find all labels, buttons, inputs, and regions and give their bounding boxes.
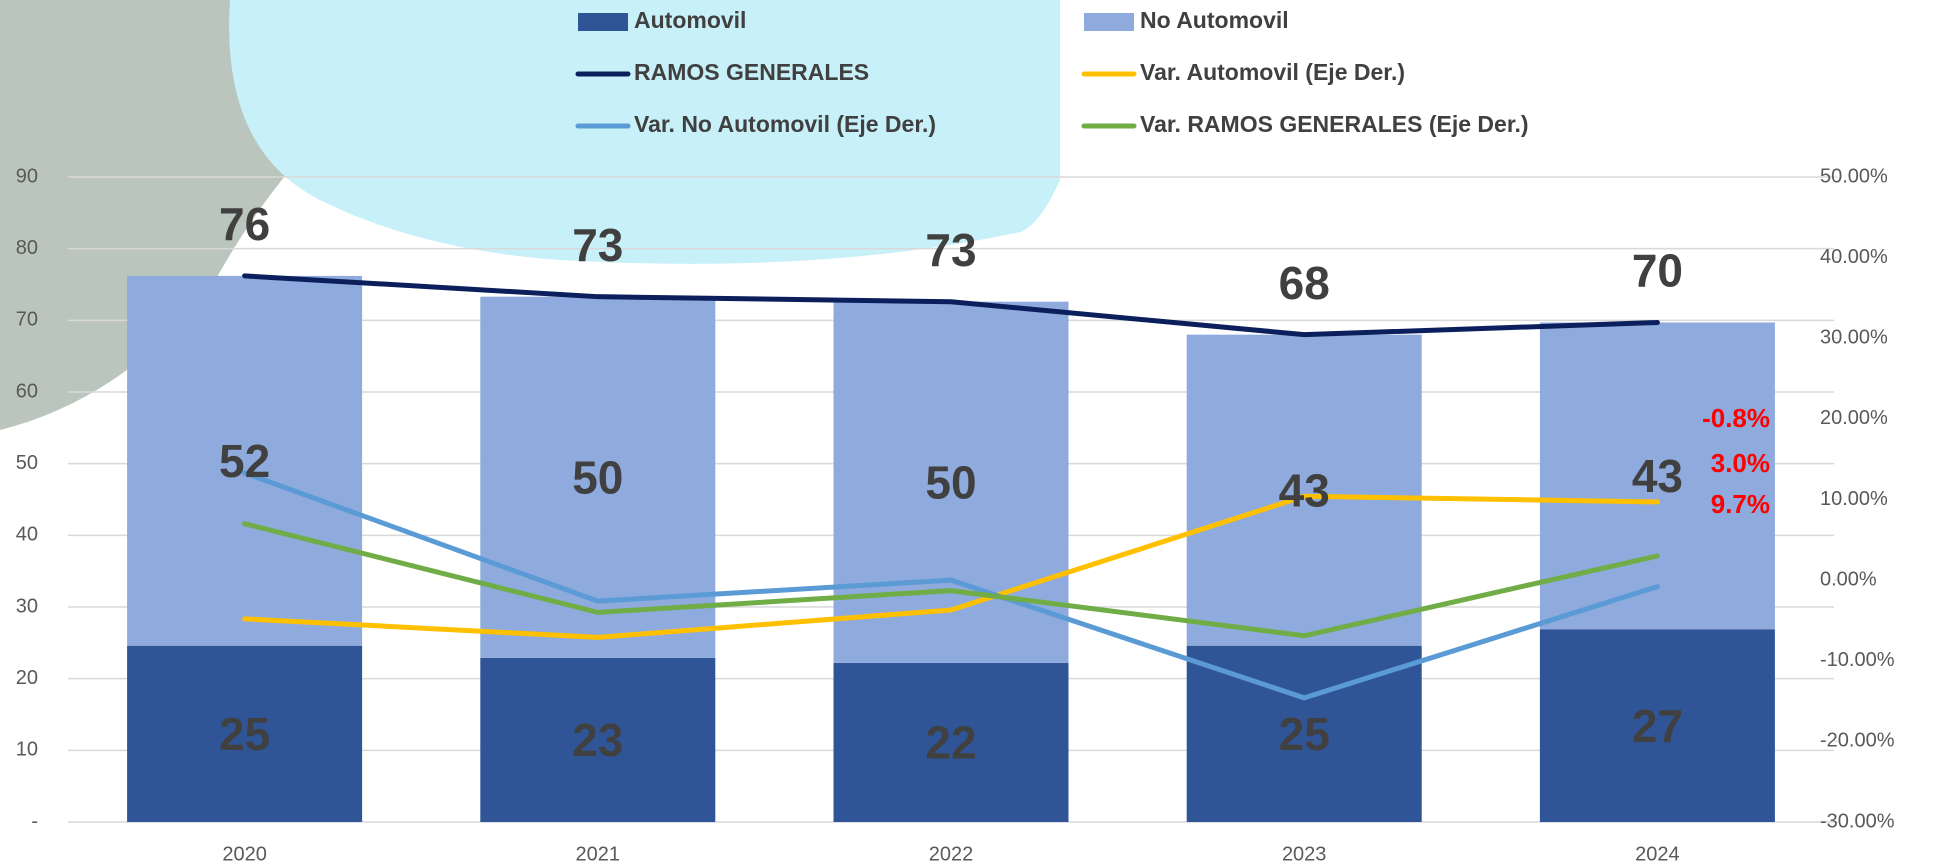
data-label: 52 (219, 435, 270, 487)
data-label: 43 (1279, 464, 1330, 516)
x-tick-label: 2023 (1282, 843, 1327, 865)
data-label: 23 (572, 714, 623, 766)
bar (833, 662, 1069, 822)
legend-label: Var. RAMOS GENERALES (Eje Der.) (1140, 111, 1529, 137)
legend-label: RAMOS GENERALES (634, 59, 869, 85)
y2-tick-label: -10.00% (1820, 649, 1895, 671)
line (242, 470, 1660, 701)
data-label: 9.7% (1711, 489, 1770, 519)
legend-label: Var. No Automovil (Eje Der.) (634, 111, 936, 137)
data-label: 22 (925, 717, 976, 769)
y-tick-label: 40 (16, 524, 38, 546)
background-shape (229, 0, 1060, 264)
legend-swatch (578, 13, 628, 31)
y-tick-label: 20 (16, 667, 38, 689)
x-tick-label: 2021 (576, 843, 621, 865)
legend-label: Var. Automovil (Eje Der.) (1140, 59, 1405, 85)
y-tick-label: 30 (16, 595, 38, 617)
data-label: 73 (925, 224, 976, 276)
data-label: 50 (925, 456, 976, 508)
line (242, 493, 1660, 640)
y-tick-label: 10 (16, 739, 38, 761)
y2-tick-label: 0.00% (1820, 568, 1877, 590)
bar (127, 275, 363, 646)
data-label: 25 (1279, 708, 1330, 760)
y2-tick-label: 20.00% (1820, 407, 1888, 429)
line (242, 273, 1660, 338)
data-label: -0.8% (1702, 403, 1770, 433)
x-tick-label: 2024 (1635, 843, 1680, 865)
y-tick-label: 90 (16, 165, 38, 187)
line (242, 521, 1660, 639)
y-tick-label: 70 (16, 309, 38, 331)
y-tick-label: - (31, 810, 38, 832)
bar (127, 645, 363, 822)
data-label: 76 (219, 198, 270, 250)
bar (1539, 629, 1775, 822)
bar (480, 657, 716, 822)
y-tick-label: 60 (16, 380, 38, 402)
y2-tick-label: -30.00% (1820, 810, 1895, 832)
data-label: 27 (1632, 700, 1683, 752)
x-tick-label: 2020 (222, 843, 267, 865)
y-tick-label: 80 (16, 237, 38, 259)
legend-swatch (1084, 13, 1134, 31)
data-label: 50 (572, 451, 623, 503)
y2-tick-label: 50.00% (1820, 165, 1888, 187)
y2-tick-label: 40.00% (1820, 246, 1888, 268)
y2-tick-label: -20.00% (1820, 730, 1895, 752)
y-tick-label: 50 (16, 452, 38, 474)
bar (1186, 334, 1422, 646)
y2-tick-label: 10.00% (1820, 488, 1888, 510)
data-label: 3.0% (1711, 448, 1770, 478)
data-label: 70 (1632, 245, 1683, 297)
data-label: 73 (572, 219, 623, 271)
legend-label: Automovil (634, 7, 746, 33)
bar (1539, 322, 1775, 630)
data-label: 25 (219, 708, 270, 760)
data-label: 43 (1632, 450, 1683, 502)
y2-tick-label: 30.00% (1820, 327, 1888, 349)
x-tick-label: 2022 (929, 843, 974, 865)
data-label: 68 (1279, 257, 1330, 309)
legend-label: No Automovil (1140, 7, 1289, 33)
background-photo (0, 0, 480, 430)
